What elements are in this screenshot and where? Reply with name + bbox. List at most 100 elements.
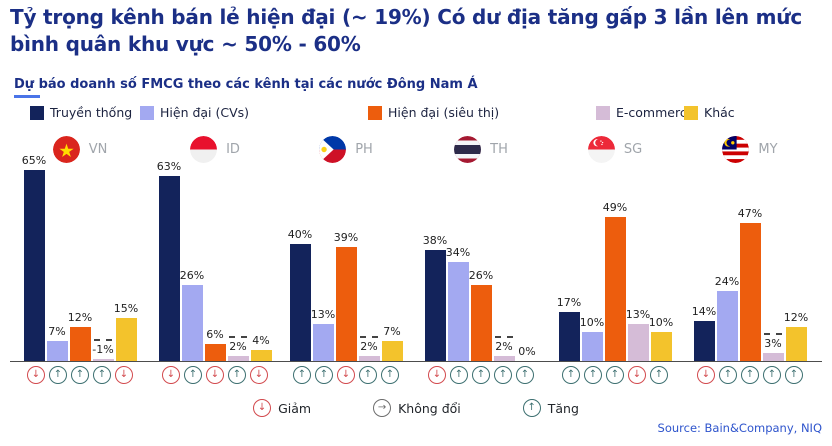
bar-value-label: 47% [737, 207, 763, 221]
bar-sg-1 [581, 332, 603, 362]
chart-title: Dự báo doanh số FMCG theo các kênh tại c… [14, 77, 478, 92]
legend-label: E-commerce [616, 105, 695, 120]
bar-slot: 7% [381, 325, 403, 362]
bar-slot: 40% [288, 228, 312, 362]
trend-down-icon: ↓ [428, 366, 446, 384]
bar-slot: 26% [469, 269, 493, 362]
bar-my-3 [762, 353, 784, 362]
flag-vn-icon [52, 135, 80, 163]
bar-th-3 [493, 356, 515, 362]
trend-legend-label: Tăng [547, 400, 579, 416]
trend-down-icon: ↓ [206, 366, 224, 384]
bar-slot: 17% [557, 296, 581, 362]
trend-legend: ↓ Giảm → Không đổi ↑ Tăng [0, 399, 832, 417]
trend-legend-item: ↑ Tăng [522, 399, 579, 417]
trend-up-icon: ↑ [562, 366, 580, 384]
bar-slot: 39% [334, 231, 358, 362]
bar-id-2 [204, 344, 226, 362]
bar-my-2 [739, 223, 761, 362]
bar-th-2 [470, 285, 492, 362]
channel-legend-item: Khác [684, 105, 735, 120]
bar-sg-4 [650, 332, 672, 362]
country-header: MY [692, 132, 808, 166]
bar-ph-4 [381, 341, 403, 362]
legend-swatch-icon [684, 105, 698, 120]
bar-vn-2 [69, 326, 91, 362]
country-group-sg: SG 17% 10% 49% 13% 10% ↑ ↑ ↑ ↓ ↑ [557, 132, 673, 392]
bar-slot: 34% [446, 246, 470, 362]
trend-icon-row: ↓ ↑ ↑ ↑ ↑ [423, 366, 539, 384]
trend-down-icon: ↓ [115, 366, 133, 384]
trend-legend-label: Giảm [278, 400, 312, 416]
trend-icon-row: ↓ ↑ ↓ ↑ ↓ [157, 366, 273, 384]
bar-value-label: 13% [625, 307, 651, 321]
channel-legend: Truyền thống Hiện đại (CVs) Hiện đại (siêu… [0, 105, 832, 123]
dashed-marker [360, 336, 378, 339]
flag-sg-icon [587, 135, 615, 163]
legend-swatch-icon [30, 105, 44, 120]
bar-id-0 [158, 175, 180, 362]
trend-flat-icon: → [373, 399, 392, 417]
trend-up-icon: ↑ [516, 366, 534, 384]
trend-up-icon: ↑ [472, 366, 490, 384]
trend-icon-row: ↓ ↑ ↑ ↑ ↑ [692, 366, 808, 384]
legend-swatch-icon [140, 105, 154, 120]
bar-value-label: 38% [422, 233, 448, 247]
country-code-label: SG [623, 141, 643, 157]
country-header: SG [557, 132, 673, 166]
bar-slot: 2% [493, 336, 515, 362]
country-group-vn: VN 65% 7% 12% -1% 15% ↓ ↑ ↑ ↑ ↓ [22, 132, 138, 392]
bar-my-4 [785, 326, 807, 362]
bar-slot: 65% [22, 154, 46, 362]
trend-up-icon: ↑ [228, 366, 246, 384]
bar-ph-0 [289, 243, 311, 362]
bar-slot: 15% [114, 302, 138, 362]
bar-value-label: 15% [113, 301, 139, 315]
dashed-marker [229, 336, 247, 339]
trend-down-icon: ↓ [337, 366, 355, 384]
dashed-marker [764, 333, 782, 336]
trend-legend-item: ↓ Giảm [253, 399, 311, 417]
bar-value-label: 4% [252, 334, 270, 348]
bar-value-label: 13% [310, 307, 336, 321]
trend-up-icon: ↑ [450, 366, 468, 384]
bar-slot: 10% [580, 316, 604, 362]
trend-down-icon: ↓ [162, 366, 180, 384]
bar-value-label: 12% [783, 310, 809, 324]
bar-value-label: 7% [383, 325, 401, 339]
bar-ph-1 [312, 323, 334, 362]
bar-value-label: 3% [764, 337, 782, 351]
bar-sg-2 [604, 217, 626, 362]
trend-down-icon: ↓ [250, 366, 268, 384]
country-code-label: ID [226, 141, 240, 157]
bar-value-label: 10% [579, 316, 605, 330]
country-code-label: MY [758, 141, 778, 157]
channel-legend-item: Hiện đại (siêu thị) [368, 105, 499, 120]
bar-value-label: 12% [67, 310, 93, 324]
flag-ph-icon [319, 135, 347, 163]
country-group-my: MY 14% 24% 47% 3% 12% ↓ ↑ ↑ ↑ ↑ [692, 132, 808, 392]
bar-value-label: 63% [156, 159, 182, 173]
dashed-marker [94, 339, 112, 342]
trend-icon-row: ↑ ↑ ↓ ↑ ↑ [288, 366, 404, 384]
country-group-ph: PH 40% 13% 39% 2% 7% ↑ ↑ ↓ ↑ ↑ [288, 132, 404, 392]
bar-id-3 [227, 356, 249, 362]
page-title: Tỷ trọng kênh bán lẻ hiện đại (~ 19%) Có… [10, 5, 802, 56]
flag-th-icon [454, 135, 482, 163]
country-code-label: PH [355, 141, 373, 157]
legend-label: Hiện đại (siêu thị) [388, 105, 500, 120]
bar-value-label: 40% [287, 227, 313, 241]
bar-slot: 2% [358, 336, 380, 362]
bar-value-label: 39% [333, 230, 359, 244]
flag-my-icon [722, 135, 750, 163]
trend-icon-row: ↓ ↑ ↑ ↑ ↓ [22, 366, 138, 384]
bar-value-label: 34% [445, 245, 471, 259]
trend-up-icon: ↑ [184, 366, 202, 384]
bar-value-label: 6% [206, 328, 224, 342]
bar-value-label: 49% [602, 201, 628, 215]
trend-up-icon: ↑ [719, 366, 737, 384]
country-header: VN [22, 132, 138, 166]
bar-value-label: 2% [360, 340, 378, 354]
bar-value-label: 14% [691, 304, 717, 318]
